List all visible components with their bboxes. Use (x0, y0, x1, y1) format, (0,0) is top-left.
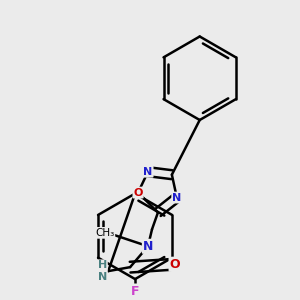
Text: CH₃: CH₃ (95, 228, 114, 238)
Text: N: N (172, 193, 182, 202)
Text: N: N (143, 167, 153, 177)
Text: H
N: H N (98, 260, 107, 282)
Text: F: F (131, 284, 139, 298)
Text: N: N (143, 240, 153, 253)
Text: O: O (134, 188, 143, 198)
Text: O: O (169, 258, 180, 271)
